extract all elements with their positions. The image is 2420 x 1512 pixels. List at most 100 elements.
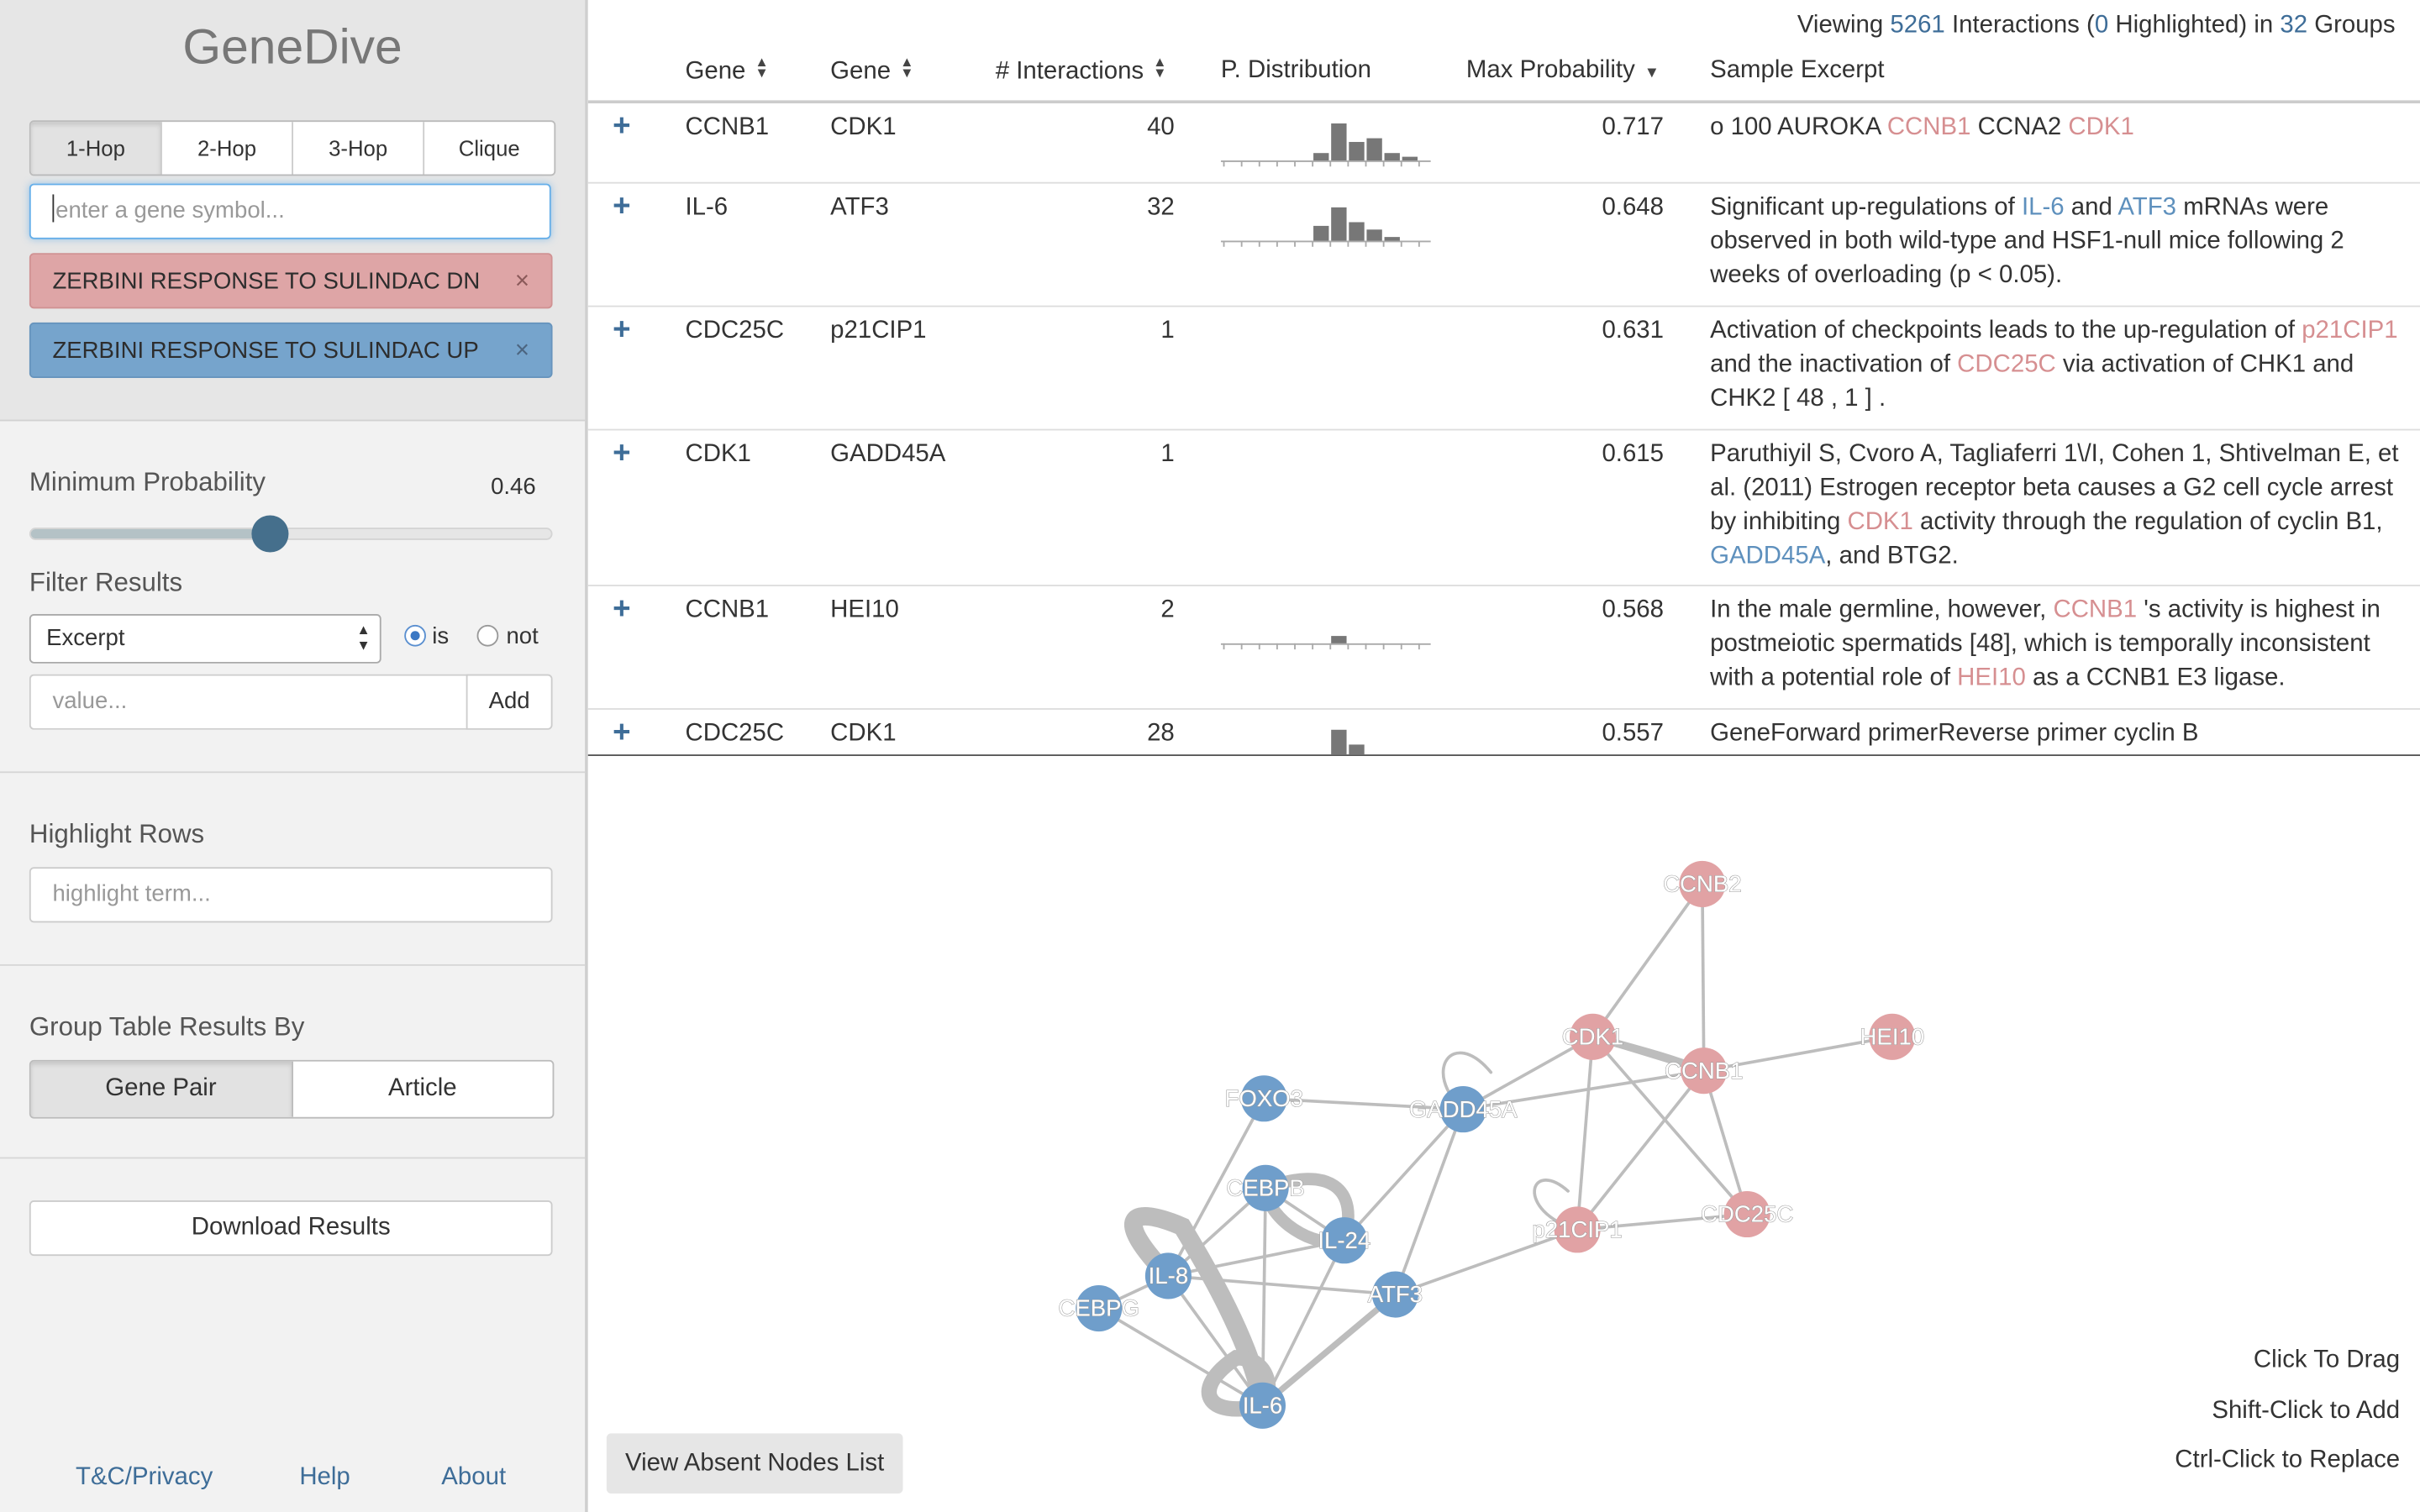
terms-privacy-link[interactable]: T&C/Privacy: [76, 1464, 213, 1492]
filter-is-label: is: [432, 623, 449, 649]
interaction-graph[interactable]: CCNB2 CDK1 CCNB1 HEI10 CDC25C p21CIP1 GADD45A F…: [588, 756, 2420, 1512]
hop-selector: 1-Hop 2-Hop 3-Hop Clique: [29, 120, 555, 176]
add-filter-button[interactable]: Add: [466, 675, 553, 730]
histogram-bar: [1385, 237, 1400, 240]
excerpt-text: Activation of checkpoints leads to the u…: [1710, 318, 2302, 344]
graph-node[interactable]: IL-8: [1145, 1252, 1192, 1299]
gene-mention: HEI10: [1957, 665, 2026, 691]
interactions-header[interactable]: # Interactions ▲ ▼: [996, 57, 1167, 87]
gene1-cell: CCNB1: [686, 114, 770, 142]
highlight-input[interactable]: highlight term...: [29, 867, 553, 922]
histogram-bar: [1313, 226, 1328, 241]
gene1-cell: CDC25C: [686, 318, 785, 345]
expand-row-icon[interactable]: +: [613, 190, 630, 225]
group-by-selector: Gene Pair Article: [29, 1060, 554, 1119]
filter-not-radio[interactable]: [477, 625, 499, 647]
graph-node-label: IL-6: [1243, 1392, 1282, 1418]
group-article-button[interactable]: Article: [292, 1062, 552, 1117]
gene2-cell: CDK1: [830, 721, 896, 748]
min-probability-slider[interactable]: [29, 528, 553, 540]
graph-node[interactable]: CDK1: [1562, 1014, 1623, 1060]
slider-handle[interactable]: [251, 515, 288, 552]
graph-node[interactable]: CDC25C: [1701, 1191, 1793, 1237]
help-link[interactable]: Help: [299, 1464, 350, 1492]
graph-node-label: IL-24: [1318, 1227, 1370, 1253]
gene-set-label: ZERBINI RESPONSE TO SULINDAC UP: [52, 338, 478, 364]
slider-fill: [31, 529, 271, 538]
graph-node[interactable]: CCNB2: [1663, 861, 1741, 907]
interaction-count-cell: 2: [1051, 597, 1175, 625]
about-link[interactable]: About: [441, 1464, 506, 1492]
excerpt-cell: GeneForward primerReverse primer cyclin …: [1710, 717, 2405, 751]
max-probability-cell: 0.717: [1545, 114, 1664, 142]
excerpt-text: activity through the regulation of cycli…: [1913, 509, 2383, 535]
header-label: # Interactions: [996, 59, 1144, 85]
histogram-bar: [1385, 153, 1400, 160]
graph-node[interactable]: IL-6: [1239, 1383, 1286, 1429]
table-row[interactable]: + CDC25C CDK1 28 0.557 GeneForward primerReve…: [588, 708, 2420, 756]
table-row[interactable]: + CDK1 GADD45A 1 0.615 Paruthiyil S, Cvoro A,…: [588, 429, 2420, 586]
expand-row-icon[interactable]: +: [613, 716, 630, 751]
filter-results-label: Filter Results: [29, 568, 182, 599]
gene-mention: CCNB1: [1887, 114, 1971, 140]
expand-row-icon[interactable]: +: [613, 437, 630, 472]
table-row[interactable]: + IL-6 ATF3 32 0.648 Significant up-regulatio…: [588, 182, 2420, 307]
excerpt-text: and: [2065, 194, 2118, 220]
filter-value-input[interactable]: value...: [29, 675, 468, 730]
group-gene-pair-button[interactable]: Gene Pair: [31, 1062, 292, 1117]
graph-node-label: CEBPG: [1059, 1295, 1139, 1321]
expand-row-icon[interactable]: +: [613, 109, 630, 144]
filter-is-radio[interactable]: [404, 625, 426, 647]
sort-icon: ▲ ▼: [900, 57, 913, 79]
graph-edge: [1593, 884, 1702, 1037]
graph-node[interactable]: CCNB1: [1665, 1047, 1743, 1094]
excerpt-text: In the male germline, however,: [1710, 597, 2053, 623]
max-probability-cell: 0.631: [1545, 318, 1664, 345]
hop-1-button[interactable]: 1-Hop: [31, 122, 162, 174]
gene2-header[interactable]: Gene ▲ ▼: [830, 57, 913, 87]
graph-node[interactable]: CEBPB: [1226, 1165, 1304, 1211]
results-table: Viewing 5261 Interactions (0 Highlighted…: [588, 0, 2420, 756]
max-probability-header[interactable]: Max Probability ▼: [1466, 57, 1660, 85]
divider: [0, 1158, 585, 1159]
interaction-count-cell: 1: [1051, 441, 1175, 469]
graph-node-label: p21CIP1: [1533, 1216, 1623, 1242]
table-row[interactable]: + CCNB1 HEI10 2 0.568 In the male germline, h…: [588, 585, 2420, 710]
expand-row-icon[interactable]: +: [613, 313, 630, 349]
clique-button[interactable]: Clique: [424, 122, 554, 174]
header-label: Gene: [686, 59, 746, 85]
table-row[interactable]: + CCNB1 CDK1 40 0.717 o 100 AUROKA CCNB1 CCNA…: [588, 102, 2420, 183]
graph-edge: [1262, 1294, 1395, 1405]
interaction-count-cell: 28: [1051, 721, 1175, 748]
remove-set-icon[interactable]: ×: [515, 255, 529, 310]
gene-search-input[interactable]: enter a gene symbol...: [29, 184, 551, 239]
gene-mention: CDK1: [2068, 114, 2133, 140]
view-absent-nodes-button[interactable]: View Absent Nodes List: [607, 1433, 903, 1494]
graph-node[interactable]: IL-24: [1318, 1217, 1370, 1263]
expand-row-icon[interactable]: +: [613, 592, 630, 627]
graph-node[interactable]: FOXO3: [1225, 1075, 1303, 1121]
excerpt-text: o 100 AUROKA: [1710, 114, 1887, 140]
excerpt-cell: o 100 AUROKA CCNB1 CCNA2 CDK1: [1710, 111, 2405, 144]
probability-histogram: [1221, 201, 1434, 247]
table-row[interactable]: + CDC25C p21CIP1 1 0.631 Activation of checkp…: [588, 306, 2420, 431]
gene1-cell: CCNB1: [686, 597, 770, 625]
graph-node[interactable]: HEI10: [1860, 1014, 1925, 1060]
hint-shift-click: Shift-Click to Add: [2212, 1398, 2400, 1425]
hop-3-button[interactable]: 3-Hop: [293, 122, 424, 174]
graph-node-label: CEBPB: [1226, 1174, 1304, 1200]
interaction-count-cell: 1: [1051, 318, 1175, 345]
max-probability-cell: 0.557: [1545, 721, 1664, 748]
download-results-button[interactable]: Download Results: [29, 1200, 553, 1256]
max-probability-cell: 0.615: [1545, 441, 1664, 469]
remove-set-icon[interactable]: ×: [515, 324, 529, 380]
graph-node[interactable]: GADD45A: [1409, 1086, 1518, 1132]
hop-2-button[interactable]: 2-Hop: [162, 122, 293, 174]
gene2-cell: GADD45A: [830, 441, 945, 469]
filter-field-select[interactable]: Excerpt ▲ ▼: [29, 614, 381, 664]
histogram-bar: [1349, 744, 1364, 756]
highlight-rows-label: Highlight Rows: [29, 819, 204, 850]
divider: [0, 771, 585, 773]
gene1-header[interactable]: Gene ▲ ▼: [686, 57, 769, 87]
excerpt-text: CCNA2: [1970, 114, 2068, 140]
